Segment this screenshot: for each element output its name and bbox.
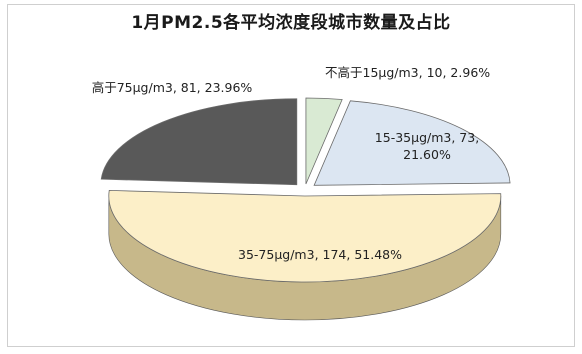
data-label-not-above-15-line-1: 不高于15μg/m3, 10, 2.96% xyxy=(325,65,490,80)
data-label-not-above-15: 不高于15μg/m3, 10, 2.96% xyxy=(325,65,490,80)
pie-slice-35-75 xyxy=(108,189,502,283)
data-label-35-75: 35-75μg/m3, 174, 51.48% xyxy=(238,247,402,262)
pie-labels: 不高于15μg/m3, 10, 2.96% 15-35μg/m3, 73, 21.6… xyxy=(92,65,491,262)
data-label-15-35: 15-35μg/m3, 73, 21.60% xyxy=(375,130,479,162)
pie-slice-not-above-15 xyxy=(305,97,343,185)
data-label-15-35-line-2: 21.60% xyxy=(403,147,451,162)
pie-slice-15-35 xyxy=(313,100,511,186)
pie-slice-above-75 xyxy=(100,98,298,186)
pie-tops xyxy=(100,97,511,283)
chart-title: 1月PM2.5各平均浓度段城市数量及占比 xyxy=(131,13,451,33)
data-label-above-75-line-1: 高于75μg/m3, 81, 23.96% xyxy=(92,80,253,95)
data-label-35-75-line-1: 35-75μg/m3, 174, 51.48% xyxy=(238,247,402,262)
data-label-15-35-line-1: 15-35μg/m3, 73, xyxy=(375,130,479,145)
data-label-above-75: 高于75μg/m3, 81, 23.96% xyxy=(92,80,253,95)
